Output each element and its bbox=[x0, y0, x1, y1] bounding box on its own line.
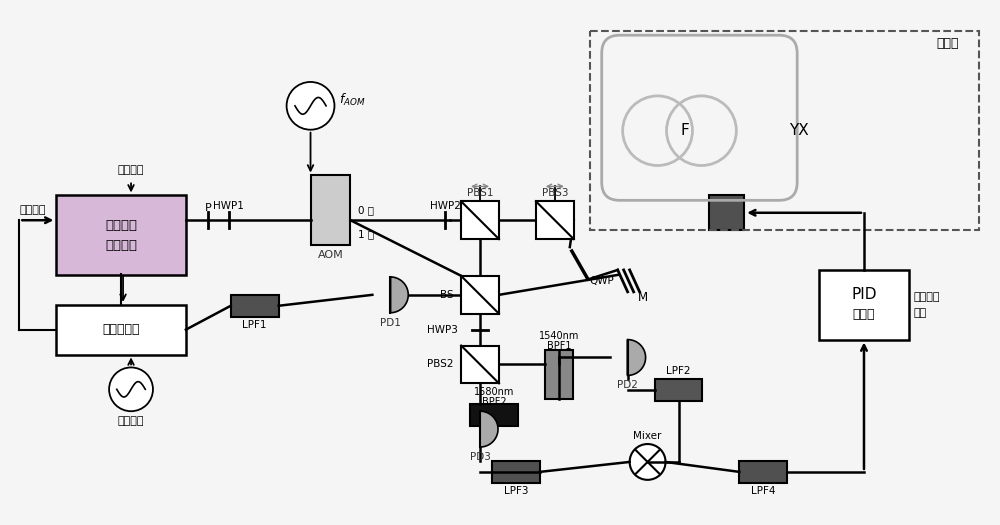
Bar bbox=[56, 195, 186, 275]
Circle shape bbox=[630, 444, 666, 480]
Text: LPF1: LPF1 bbox=[242, 320, 267, 330]
Bar bbox=[470, 404, 518, 426]
Bar bbox=[590, 31, 979, 230]
Text: PBS2: PBS2 bbox=[427, 360, 453, 370]
Text: P: P bbox=[204, 203, 211, 213]
Polygon shape bbox=[628, 340, 646, 375]
Bar bbox=[56, 305, 186, 354]
Bar bbox=[739, 461, 787, 483]
Bar bbox=[545, 350, 573, 400]
Text: 温控筱: 温控筱 bbox=[936, 37, 959, 50]
Polygon shape bbox=[480, 411, 498, 447]
Text: LPF3: LPF3 bbox=[504, 486, 528, 496]
Text: 偏频锁定: 偏频锁定 bbox=[19, 205, 46, 215]
Text: 控制器: 控制器 bbox=[853, 308, 875, 321]
Text: PD2: PD2 bbox=[617, 380, 638, 391]
Text: 1 级: 1 级 bbox=[358, 229, 375, 239]
Text: 脉冲对准: 脉冲对准 bbox=[914, 292, 940, 302]
Text: 重频锁定: 重频锁定 bbox=[118, 165, 144, 175]
Text: Mixer: Mixer bbox=[633, 431, 662, 441]
Text: 锁相放大器: 锁相放大器 bbox=[102, 323, 140, 336]
Text: 光源系统: 光源系统 bbox=[105, 238, 137, 251]
Text: PD3: PD3 bbox=[470, 452, 490, 462]
Circle shape bbox=[287, 82, 334, 130]
Circle shape bbox=[109, 368, 153, 411]
Text: HWP2: HWP2 bbox=[430, 201, 461, 211]
Bar bbox=[231, 295, 279, 317]
Bar bbox=[461, 276, 499, 314]
Text: AOM: AOM bbox=[318, 250, 343, 260]
Text: LPF4: LPF4 bbox=[751, 486, 776, 496]
Text: PD1: PD1 bbox=[380, 318, 401, 328]
Text: BPF1: BPF1 bbox=[547, 341, 571, 351]
Text: PID: PID bbox=[851, 287, 877, 302]
Polygon shape bbox=[390, 277, 408, 313]
Text: HWP1: HWP1 bbox=[213, 201, 244, 211]
Text: M: M bbox=[638, 291, 648, 304]
Text: 锁定: 锁定 bbox=[914, 308, 927, 318]
Text: 1580nm: 1580nm bbox=[474, 387, 514, 397]
Bar bbox=[536, 201, 574, 239]
Bar bbox=[492, 461, 540, 483]
Bar bbox=[819, 270, 909, 340]
Text: BPF2: BPF2 bbox=[482, 397, 506, 407]
Text: PBS1: PBS1 bbox=[467, 188, 493, 198]
Bar bbox=[461, 345, 499, 383]
Text: F: F bbox=[680, 123, 689, 138]
Text: 0 级: 0 级 bbox=[358, 205, 374, 215]
Text: QWP: QWP bbox=[590, 276, 614, 286]
Text: $f_{AOM}$: $f_{AOM}$ bbox=[339, 92, 366, 108]
Text: 飞秒激光: 飞秒激光 bbox=[105, 219, 137, 232]
Bar bbox=[461, 201, 499, 239]
Text: PBS3: PBS3 bbox=[542, 188, 568, 198]
Bar bbox=[311, 175, 350, 245]
Text: LPF2: LPF2 bbox=[666, 366, 691, 376]
Text: 参考信号: 参考信号 bbox=[118, 416, 144, 426]
Text: HWP3: HWP3 bbox=[427, 324, 458, 334]
Bar bbox=[655, 380, 702, 401]
Bar bbox=[709, 195, 744, 230]
Text: BS: BS bbox=[440, 290, 453, 300]
Text: YX: YX bbox=[789, 123, 809, 138]
Text: 1540nm: 1540nm bbox=[539, 331, 579, 341]
